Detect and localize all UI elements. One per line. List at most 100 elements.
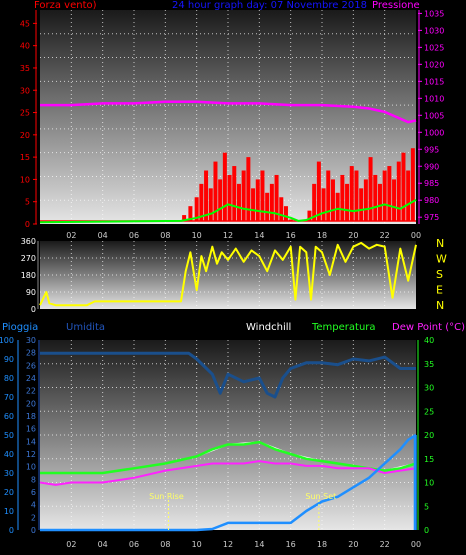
gust-bar <box>321 188 326 221</box>
wind-average-line <box>39 199 417 224</box>
humidity-tick-label: 8 <box>31 475 36 484</box>
hour-tick-label: 16 <box>286 231 296 240</box>
hour-tick-label: 12 <box>223 540 233 549</box>
humidity-tick-label: 20 <box>26 399 36 408</box>
temperature-tick-label: 10 <box>424 479 434 488</box>
temperature-legend: Temperatura <box>311 322 376 333</box>
hour-tick-label: 20 <box>348 231 358 240</box>
direction-tick-label: 180 <box>21 271 36 280</box>
gust-bar <box>377 183 382 221</box>
pressure-tick-label: 995 <box>424 145 439 154</box>
wind-tick-label: 30 <box>20 86 30 95</box>
gust-bar <box>335 192 340 221</box>
pressure-axis-title: Pressione <box>372 0 420 11</box>
rain-line <box>40 433 417 532</box>
rain-tick-label: 30 <box>4 469 14 478</box>
hour-tick-label: 18 <box>317 540 327 549</box>
sunrise-label: Sun Rise <box>149 492 184 501</box>
hour-tick-label: 08 <box>160 231 170 240</box>
humidity-tick-label: 28 <box>26 349 36 358</box>
hour-tick-label: 22 <box>380 540 390 549</box>
gust-bar <box>227 174 232 221</box>
hour-tick-label: 02 <box>66 231 76 240</box>
wind-axis-title: Forza vento) <box>34 0 97 11</box>
rain-tick-label: 90 <box>4 355 14 364</box>
temperature-tick-label: 20 <box>424 431 434 440</box>
humidity-tick-label: 10 <box>26 463 36 472</box>
hour-tick-label: 10 <box>192 231 202 240</box>
hour-tick-label: 10 <box>192 540 202 549</box>
gust-bar <box>204 170 209 221</box>
wind-tick-label: 20 <box>20 131 30 140</box>
humidity-tick-label: 18 <box>26 412 36 421</box>
gust-bar <box>232 166 237 221</box>
windchill-legend: Windchill <box>246 322 291 333</box>
pressure-tick-label: 975 <box>424 213 439 222</box>
humidity-tick-label: 26 <box>26 361 36 370</box>
gust-bar <box>373 174 378 221</box>
wind-tick-label: 25 <box>20 109 30 118</box>
hour-tick-label: 00 <box>411 231 421 240</box>
humidity-tick-label: 0 <box>31 526 36 535</box>
rain-axis-title: Pioggia <box>2 322 38 333</box>
hour-tick-label: 20 <box>348 540 358 549</box>
gust-bar <box>396 161 401 221</box>
rain-bar <box>413 435 417 530</box>
compass-label: W <box>436 253 447 266</box>
hour-tick-label: 00 <box>411 540 421 549</box>
temperature-tick-label: 15 <box>424 455 434 464</box>
wind-tick-label: 0 <box>25 220 30 229</box>
direction-tick-label: 90 <box>26 288 36 297</box>
temperature-tick-label: 5 <box>424 502 429 511</box>
gust-bar <box>288 219 293 221</box>
compass-label: N <box>436 237 444 250</box>
humidity-tick-label: 16 <box>26 425 36 434</box>
humidity-tick-label: 6 <box>31 488 36 497</box>
gust-bar <box>363 179 368 221</box>
gust-bar <box>312 183 317 221</box>
gust-bar <box>410 148 415 221</box>
gust-bar <box>307 210 312 221</box>
gust-bar <box>208 188 213 221</box>
humidity-tick-label: 2 <box>31 513 36 522</box>
gust-bar <box>345 183 350 221</box>
rain-tick-label: 10 <box>4 507 14 516</box>
temperature-tick-label: 25 <box>424 407 434 416</box>
hour-tick-label: 04 <box>98 231 108 240</box>
hour-tick-label: 12 <box>223 231 233 240</box>
gust-bar <box>251 188 256 221</box>
hour-tick-label: 22 <box>380 231 390 240</box>
pressure-tick-label: 1020 <box>424 60 444 69</box>
gust-bar <box>246 157 251 221</box>
pressure-tick-label: 1035 <box>424 9 444 18</box>
gust-bar <box>387 166 392 221</box>
gust-bar <box>188 206 193 221</box>
pressure-line <box>40 100 417 124</box>
hour-tick-label: 06 <box>129 231 139 240</box>
hour-tick-label: 18 <box>317 231 327 240</box>
rain-tick-label: 100 <box>0 336 14 345</box>
gust-bar <box>330 179 335 221</box>
gust-bar <box>265 192 270 221</box>
compass-label: S <box>436 268 443 281</box>
temperature-tick-label: 0 <box>424 526 429 535</box>
direction-tick-label: 270 <box>21 254 36 263</box>
gust-bar <box>241 170 246 221</box>
rain-tick-label: 20 <box>4 488 14 497</box>
compass-label: N <box>436 299 444 312</box>
gust-bar <box>401 152 406 221</box>
wind-tick-label: 35 <box>20 64 30 73</box>
pressure-tick-label: 1005 <box>424 111 444 120</box>
rain-tick-label: 50 <box>4 431 14 440</box>
gust-bar <box>194 197 199 221</box>
hour-tick-label: 14 <box>254 540 264 549</box>
gust-bar <box>406 170 411 221</box>
wind-tick-label: 45 <box>20 19 30 28</box>
gust-bar <box>222 152 227 221</box>
hour-tick-label: 06 <box>129 540 139 549</box>
wind-tick-label: 40 <box>20 42 30 51</box>
temperature-tick-label: 30 <box>424 384 434 393</box>
temperature-tick-label: 35 <box>424 360 434 369</box>
